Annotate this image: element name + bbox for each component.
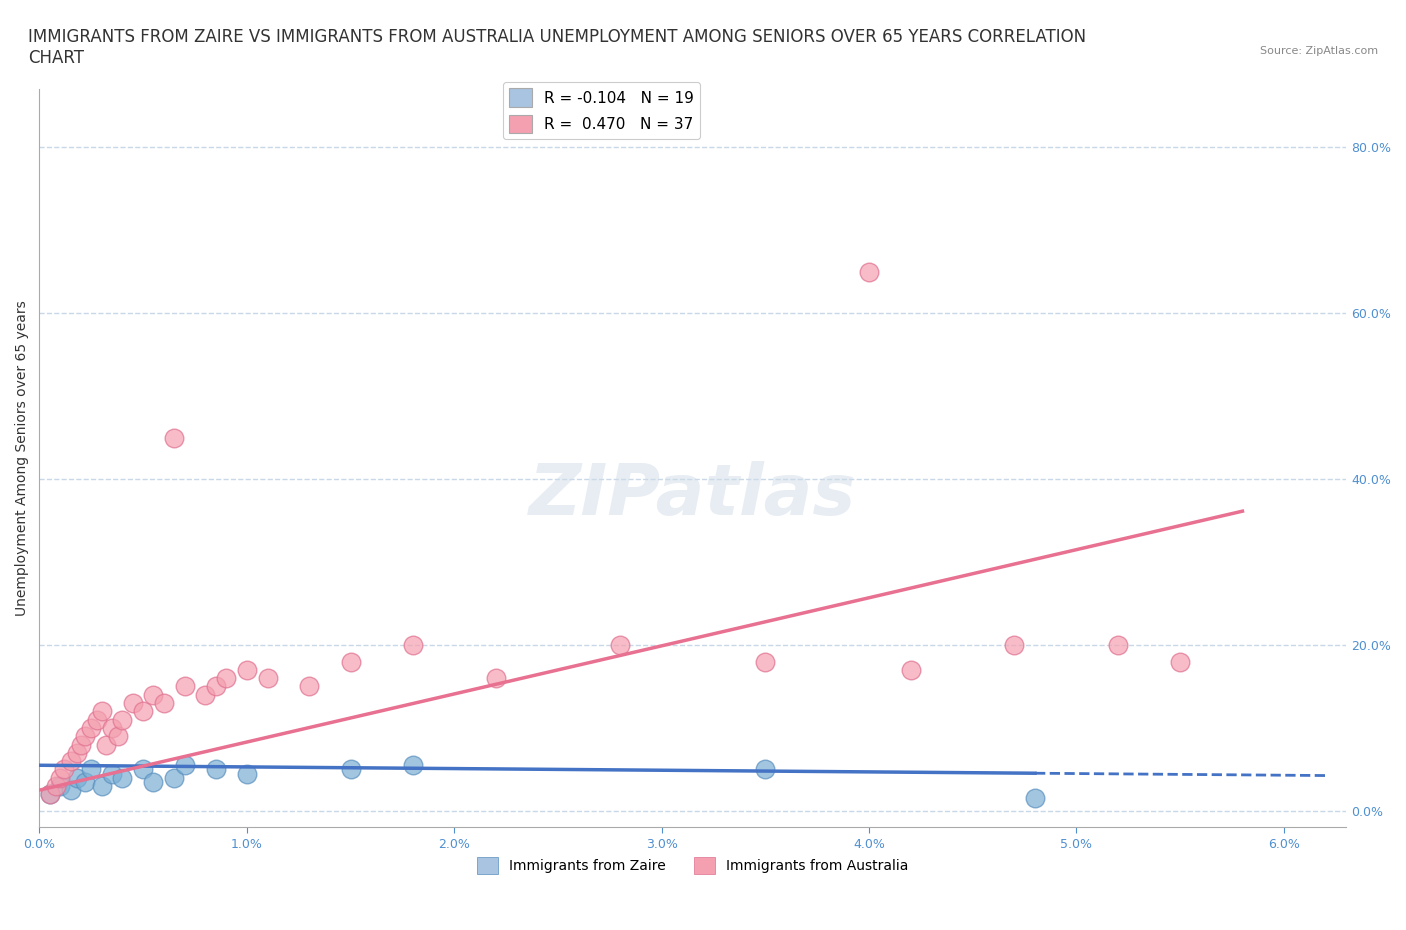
Point <box>1024 791 1046 806</box>
Point <box>94 737 117 752</box>
Point <box>90 704 112 719</box>
Point <box>80 721 103 736</box>
Point <box>402 758 425 773</box>
Point <box>402 638 425 653</box>
Point <box>204 679 226 694</box>
Point <box>858 264 880 279</box>
Point <box>38 787 60 802</box>
Point <box>256 671 278 685</box>
Point <box>163 770 186 785</box>
Point <box>59 783 82 798</box>
Point <box>53 762 76 777</box>
Point <box>59 753 82 768</box>
Point <box>173 679 195 694</box>
Text: ZIPatlas: ZIPatlas <box>529 461 856 530</box>
Point <box>66 770 89 785</box>
Point <box>142 775 165 790</box>
Point <box>609 638 631 653</box>
Point <box>153 696 176 711</box>
Point <box>485 671 508 685</box>
Point <box>754 654 776 669</box>
Point <box>107 729 129 744</box>
Point <box>1168 654 1191 669</box>
Point <box>173 758 195 773</box>
Point <box>73 729 96 744</box>
Point <box>236 662 259 677</box>
Point <box>1002 638 1025 653</box>
Point <box>66 745 89 760</box>
Point <box>70 737 93 752</box>
Text: IMMIGRANTS FROM ZAIRE VS IMMIGRANTS FROM AUSTRALIA UNEMPLOYMENT AMONG SENIORS OV: IMMIGRANTS FROM ZAIRE VS IMMIGRANTS FROM… <box>28 28 1087 67</box>
Point <box>101 766 124 781</box>
Point <box>236 766 259 781</box>
Point <box>38 787 60 802</box>
Point <box>111 770 134 785</box>
Point <box>900 662 922 677</box>
Point <box>163 431 186 445</box>
Point <box>339 654 361 669</box>
Point <box>204 762 226 777</box>
Point <box>45 778 67 793</box>
Point <box>49 770 72 785</box>
Point <box>298 679 321 694</box>
Legend: Immigrants from Zaire, Immigrants from Australia: Immigrants from Zaire, Immigrants from A… <box>472 852 914 880</box>
Point <box>90 778 112 793</box>
Point <box>80 762 103 777</box>
Y-axis label: Unemployment Among Seniors over 65 years: Unemployment Among Seniors over 65 years <box>15 300 30 617</box>
Point <box>49 778 72 793</box>
Point <box>101 721 124 736</box>
Point <box>339 762 361 777</box>
Point <box>111 712 134 727</box>
Point <box>73 775 96 790</box>
Point <box>194 687 217 702</box>
Point <box>132 762 155 777</box>
Point <box>121 696 143 711</box>
Point <box>1107 638 1129 653</box>
Point <box>215 671 238 685</box>
Point <box>86 712 108 727</box>
Point <box>142 687 165 702</box>
Text: Source: ZipAtlas.com: Source: ZipAtlas.com <box>1260 46 1378 57</box>
Point <box>754 762 776 777</box>
Point <box>132 704 155 719</box>
